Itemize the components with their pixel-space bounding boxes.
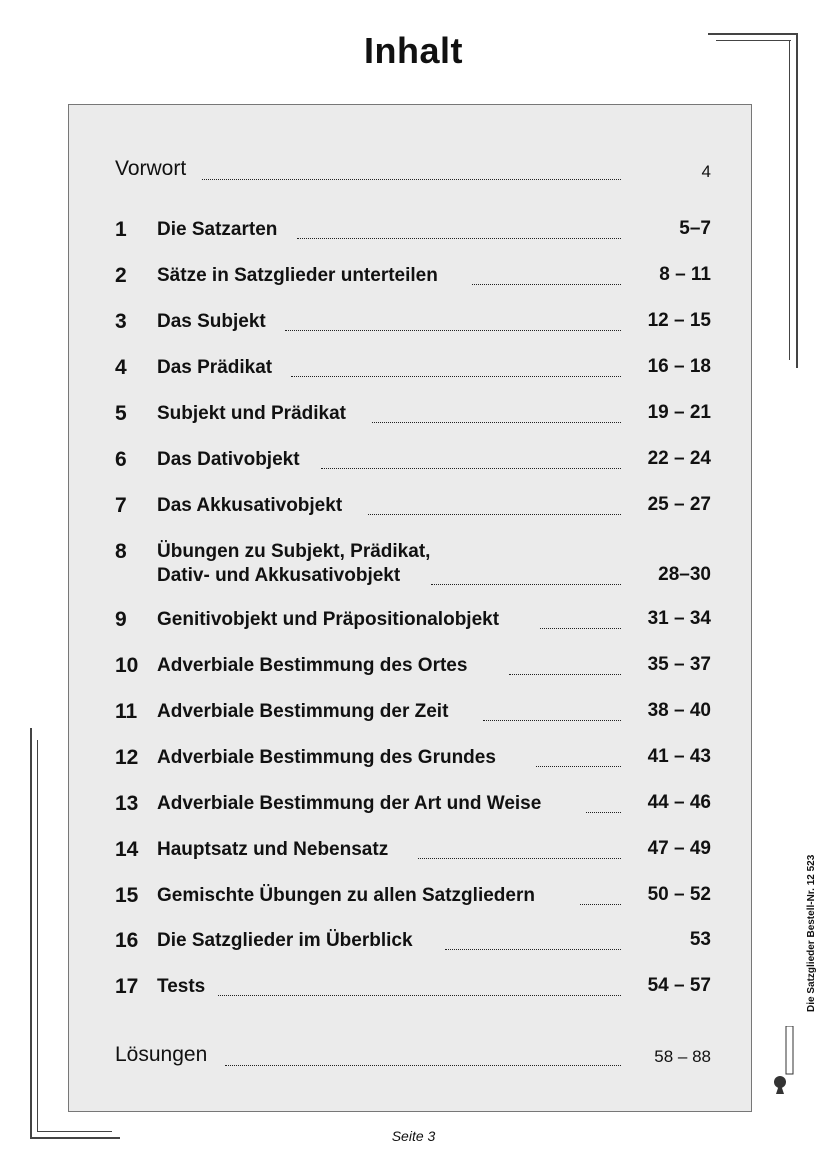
leader-dots [418, 858, 621, 859]
chapter-title: Adverbiale Bestimmung der Zeit [157, 701, 449, 722]
chapter-number: 11 [115, 700, 138, 723]
leader-dots [509, 674, 621, 675]
side-order-text: Die Satzglieder Bestell-Nr. 12 523 [806, 854, 817, 1012]
chapter-number: 4 [115, 356, 127, 379]
frame-line [30, 1137, 120, 1139]
chapter-title: Das Subjekt [157, 311, 266, 332]
chapter-title: Übungen zu Subjekt, Prädikat, [157, 541, 431, 562]
chapter-title: Hauptsatz und Nebensatz [157, 839, 389, 860]
leader-dots [291, 376, 621, 377]
chapter-number: 17 [115, 975, 139, 998]
chapter-number: 13 [115, 792, 139, 815]
chapter-number: 9 [115, 608, 127, 631]
chapter-pages: 22 – 24 [647, 448, 711, 469]
chapter-number: 12 [115, 746, 139, 769]
leader-dots [540, 628, 621, 629]
leader-dots [372, 422, 621, 423]
chapter-pages: 12 – 15 [647, 310, 711, 331]
chapter-title: Tests [157, 976, 206, 997]
chapter-title: Sätze in Satzglieder unterteilen [157, 265, 438, 286]
chapter-pages: 53 [689, 929, 711, 950]
chapter-number: 3 [115, 310, 127, 333]
toc-label: Vorwort [115, 157, 187, 180]
leader-dots [202, 179, 621, 180]
chapter-pages: 19 – 21 [647, 402, 711, 423]
chapter-title: Genitivobjekt und Präpositionalobjekt [157, 609, 500, 630]
leader-dots [297, 238, 621, 239]
chapter-pages: 35 – 37 [647, 654, 711, 675]
leader-dots [536, 766, 621, 767]
chapter-pages: 31 – 34 [647, 608, 711, 629]
frame-line [716, 40, 791, 41]
toc-label: Lösungen [115, 1043, 208, 1066]
chapter-pages: 16 – 18 [647, 356, 711, 377]
chapter-number: 5 [115, 402, 127, 425]
chapter-pages: 38 – 40 [647, 700, 711, 721]
frame-line [796, 33, 798, 368]
frame-line [37, 740, 38, 1132]
toc-pages: 4 [701, 162, 711, 181]
leader-dots [431, 584, 621, 585]
frame-line [30, 728, 32, 1138]
chapter-pages: 50 – 52 [647, 884, 711, 905]
leader-dots [321, 468, 621, 469]
chapter-pages: 5–7 [679, 218, 711, 239]
toc-box: Vorwort 4 1 Die Satzarten 5–7 2 Sätze in Sat… [68, 104, 752, 1112]
chapter-title: Subjekt und Prädikat [157, 403, 346, 424]
chapter-number: 14 [115, 838, 139, 861]
leader-dots [472, 284, 621, 285]
chapter-number: 15 [115, 884, 139, 907]
publisher-logo-icon [774, 1026, 794, 1094]
chapter-number: 6 [115, 448, 127, 471]
chapter-number: 8 [115, 540, 127, 563]
chapter-title: Adverbiale Bestimmung der Art und Weise [157, 793, 542, 814]
chapter-number: 10 [115, 654, 139, 677]
frame-line [789, 40, 790, 360]
leader-dots [580, 904, 621, 905]
chapter-title: Das Prädikat [157, 357, 273, 378]
page-title: Inhalt [364, 30, 463, 71]
chapter-pages: 54 – 57 [647, 975, 711, 996]
frame-line [37, 1131, 112, 1132]
chapter-pages: 41 – 43 [647, 746, 711, 767]
leader-dots [225, 1065, 621, 1066]
chapter-number: 16 [115, 929, 139, 952]
chapter-number: 2 [115, 264, 127, 287]
chapter-title: Das Dativobjekt [157, 449, 300, 470]
leader-dots [218, 995, 621, 996]
chapter-pages: 47 – 49 [647, 838, 711, 859]
toc-pages: 58 – 88 [654, 1047, 711, 1066]
chapter-pages: 25 – 27 [647, 494, 711, 515]
leader-dots [586, 812, 621, 813]
chapter-pages: 28–30 [658, 564, 711, 585]
chapter-number: 7 [115, 494, 127, 517]
chapter-pages: 8 – 11 [659, 264, 711, 285]
chapter-title: Adverbiale Bestimmung des Grundes [157, 747, 496, 768]
chapter-title: Die Satzglieder im Überblick [157, 930, 413, 951]
chapter-title: Das Akkusativobjekt [157, 495, 343, 516]
chapter-title: Gemischte Übungen zu allen Satzgliedern [157, 885, 535, 906]
chapter-number: 1 [115, 218, 127, 241]
leader-dots [368, 514, 621, 515]
chapter-title: Adverbiale Bestimmung des Ortes [157, 655, 468, 676]
page-number: Seite 3 [391, 1128, 436, 1144]
chapter-pages: 44 – 46 [647, 792, 711, 813]
leader-dots [445, 949, 621, 950]
frame-line [708, 33, 798, 35]
chapter-title-line2: Dativ- und Akkusativobjekt [157, 565, 401, 586]
leader-dots [483, 720, 621, 721]
leader-dots [285, 330, 621, 331]
chapter-title: Die Satzarten [157, 219, 278, 240]
